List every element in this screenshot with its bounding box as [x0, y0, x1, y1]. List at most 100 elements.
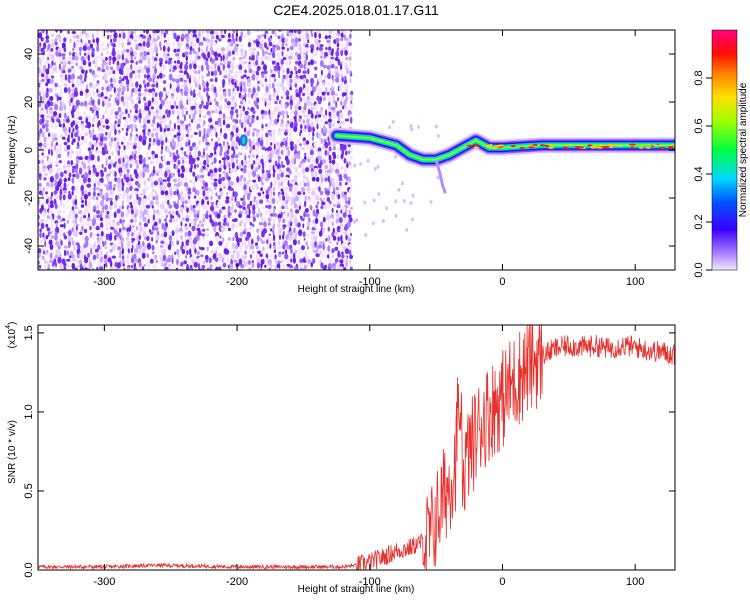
snr-y-ticks: 0.0 0.5 1.0 1.5: [23, 325, 675, 578]
noise-speck: [410, 217, 414, 222]
heatmap-x-tick-label: -200: [226, 276, 248, 288]
signal-hotspot: [489, 146, 496, 149]
noise-speck: [429, 200, 433, 205]
colorbar-tick-label: 0.8: [693, 70, 705, 85]
snr-x-tick-label: -100: [359, 576, 381, 588]
signal-hotspot: [603, 145, 610, 148]
heatmap-x-tick-label: -100: [359, 276, 381, 288]
signal-hotspot: [473, 146, 480, 149]
colorbar-tick-label: 0.2: [693, 214, 705, 229]
signal-hotspot: [550, 146, 554, 149]
noise-speck: [353, 219, 357, 224]
snr-y-tick-label: 1.0: [23, 404, 35, 419]
signal-hotspot: [667, 145, 674, 148]
noise-speck: [372, 198, 376, 203]
heatmap-x-tick-label: 0: [499, 276, 505, 288]
noise-speck: [353, 163, 357, 168]
heatmap-y-tick-label: -20: [23, 190, 35, 206]
colorbar-label: Normalized spectral amplitude: [738, 82, 749, 217]
signal-hotspot: [466, 144, 473, 147]
noise-speck: [366, 158, 370, 163]
snr-x-tick-label: -200: [226, 576, 248, 588]
noise-speck: [402, 198, 406, 203]
heatmap-y-tick-label: 20: [23, 96, 35, 108]
signal-hotspot: [568, 143, 574, 146]
noise-speck: [409, 124, 413, 129]
noise-speck: [409, 200, 413, 205]
snr-x-label: Height of straight line (km): [298, 584, 415, 595]
snr-multiplier-base: (x10: [7, 328, 18, 348]
heatmap-y-tick-label: -40: [23, 238, 35, 254]
snr-y-tick-label: 0.5: [23, 483, 35, 498]
signal-hotspot: [519, 146, 525, 149]
noise-speck: [391, 119, 395, 124]
snr-panel: -300 -200 -100 0 100 0.0 0.5 1.0 1.5 Height of …: [5, 322, 676, 595]
signal-hotspot: [574, 145, 581, 148]
noise-speck: [436, 175, 440, 180]
svg-text:(x104): (x104): [5, 322, 18, 349]
noise-speck: [405, 227, 409, 232]
signal-hotspot: [563, 146, 567, 149]
noise-speck: [411, 193, 415, 198]
heatmap-y-tick-label: 0: [23, 147, 35, 153]
noise-speck: [434, 124, 438, 129]
signal-hotspot: [652, 144, 659, 147]
signal-hotspot: [599, 143, 603, 146]
noise-speck: [377, 192, 381, 197]
noise-speck: [410, 127, 414, 132]
snr-y-label: SNR (10 * v/v): [7, 420, 18, 484]
noise-speck: [394, 154, 398, 159]
colorbar-ticks: 0.0 0.2 0.4 0.6 0.8: [693, 70, 712, 278]
snr-x-ticks: -300 -200 -100 0 100: [93, 325, 644, 588]
heatmap-x-ticks: -300 -200 -100 0 100: [93, 30, 644, 288]
noise-speck: [373, 166, 377, 171]
signal-blob-core: [241, 136, 246, 145]
noise-speck: [376, 164, 380, 169]
heatmap-x-tick-label: -300: [93, 276, 115, 288]
chart-title: C2E4.2025.018.01.17.G11: [273, 2, 439, 18]
noise-speck: [397, 187, 401, 192]
snr-multiplier-exp: 4: [5, 325, 12, 329]
signal-hotspot: [612, 144, 618, 147]
noise-speck: [371, 221, 375, 226]
signal-hotspot: [528, 146, 535, 149]
signal-hotspot: [532, 143, 538, 146]
snr-x-tick-label: 0: [499, 576, 505, 588]
signal-hotspot: [618, 144, 622, 147]
colorbar-tick-label: 0.0: [693, 262, 705, 277]
heatmap-y-tick-label: 40: [23, 48, 35, 60]
signal-hotspot: [489, 143, 493, 146]
snr-x-tick-label: -300: [93, 576, 115, 588]
noise-speck: [359, 162, 363, 167]
signal-hotspot: [596, 146, 603, 149]
signal-hotspot: [544, 144, 550, 147]
signal-track: [328, 127, 675, 194]
noise-speck: [363, 200, 367, 205]
signal-hotspot: [494, 145, 500, 148]
snr-multiplier: (x104): [5, 322, 18, 349]
heatmap-y-ticks: -40 -20 0 20 40: [23, 48, 675, 254]
noise-speck: [355, 218, 359, 223]
noise-speck: [436, 134, 440, 139]
signal-hotspot: [510, 145, 516, 148]
signal-hotspot: [658, 147, 666, 150]
snr-line-layer: [38, 325, 675, 570]
noise-speck: [388, 125, 392, 130]
noise-speck: [394, 199, 398, 204]
colorbar-tick-label: 0.4: [693, 166, 705, 181]
heatmap-y-label: Frequency (Hz): [7, 116, 18, 185]
colorbar-tick-label: 0.6: [693, 118, 705, 133]
noise-speck: [364, 232, 368, 237]
signal-hotspot: [646, 144, 651, 147]
heatmap-x-label: Height of straight line (km): [298, 284, 415, 295]
signal-streak: [434, 159, 447, 194]
signal-hotspot: [638, 146, 644, 149]
snr-x-tick-label: 100: [626, 576, 644, 588]
noise-region: [38, 30, 440, 270]
signal-hotspot: [539, 144, 546, 147]
colorbar: 0.0 0.2 0.4 0.6 0.8 Normalized spectral ampl…: [693, 29, 749, 278]
signal-hotspot: [587, 144, 593, 147]
signal-hotspot: [645, 146, 651, 149]
